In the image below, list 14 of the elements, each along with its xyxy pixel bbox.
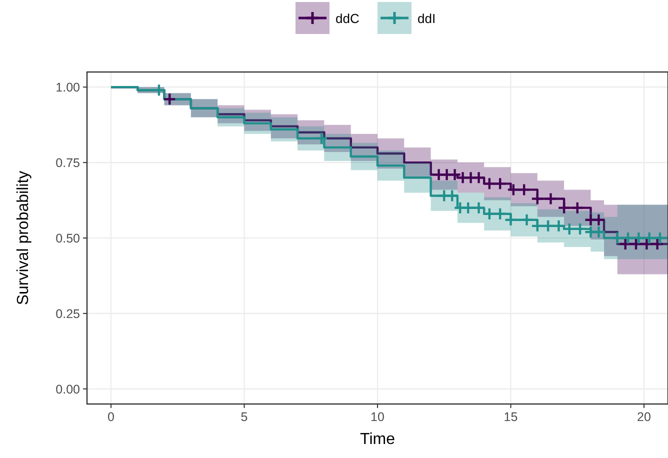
x-tick-label: 10 <box>370 410 384 424</box>
y-tick-label: 0.25 <box>56 306 80 321</box>
y-axis-title: Survival probability <box>15 170 32 306</box>
x-tick-label: 20 <box>637 410 652 424</box>
y-tick-label: 0.75 <box>56 156 80 170</box>
y-tick-label: 0.00 <box>56 382 80 396</box>
x-tick-label: 15 <box>504 410 518 424</box>
y-tick-label: 0.50 <box>56 232 80 246</box>
x-axis-title: Time <box>360 431 396 448</box>
x-tick-label: 0 <box>108 410 115 424</box>
y-tick-label: 1.00 <box>56 80 80 95</box>
legend-label: ddC <box>336 11 360 26</box>
legend-label: ddI <box>418 11 436 26</box>
x-tick-label: 5 <box>240 410 248 424</box>
